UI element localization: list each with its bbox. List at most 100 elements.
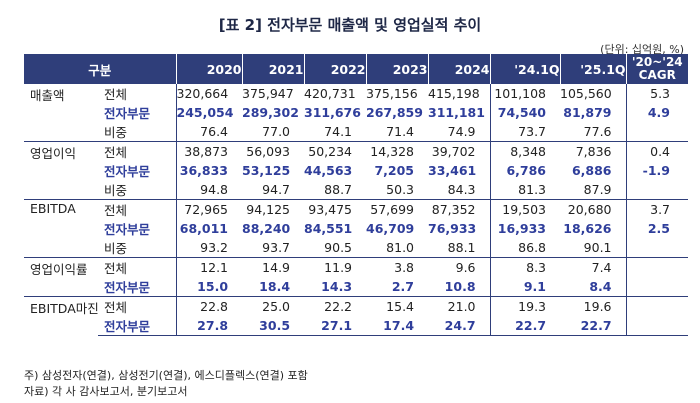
table-row: 전자부문 27.8 30.5 27.1 17.4 24.7 22.7 22.7 [24,316,689,336]
row-label: 전체 [98,199,177,219]
data-cell: 56,093 [242,141,305,161]
table-row: EBITDA마진 전체 22.8 25.0 22.2 15.4 21.0 19.3 19.6 [24,296,689,336]
table-row: EBITDA 전체 72,965 94,125 93,475 57,699 87,352 19… [24,199,689,258]
data-cell: 88,240 [242,221,291,236]
header-year: '24.1Q [490,54,561,84]
header-year: '25.1Q [560,54,627,84]
data-cell: 39,702 [428,141,491,161]
row-label: 전체 [98,84,177,103]
data-cell: 74.9 [428,122,491,142]
data-cell: 94.7 [262,182,291,197]
data-cell: 375,947 [242,86,294,101]
data-cell: 84.3 [428,180,491,200]
data-cell: 8,348 [490,141,561,161]
cagr-cell [626,122,688,142]
data-cell: 15.0 [197,279,229,294]
data-cell: 44,563 [304,163,353,178]
cagr-cell [626,296,689,316]
data-cell: 27.1 [304,316,367,336]
table-row: 비중 94.8 94.7 88.7 50.3 84.3 81.3 87.9 [24,180,688,200]
data-cell: 50,234 [304,141,367,161]
row-label: 비중 [98,238,177,258]
data-cell: 27.8 [176,316,243,336]
table-row: 영업이익률 전체 12.1 14.9 11.9 3.8 9.6 8.3 7.4 [24,257,689,297]
table-row: 비중 76.4 77.0 74.1 71.4 74.9 73.7 77.6 [24,122,688,142]
data-cell: 12.1 [176,257,243,277]
data-cell: 9.1 [523,279,547,294]
header-category: 구분 [24,54,177,84]
data-cell: 77.0 [262,124,291,139]
data-cell: 81,879 [560,103,627,122]
header-row: 구분 2020 2021 2022 2023 2024 '24.1Q '25.1… [24,54,689,84]
data-cell: 10.8 [428,277,491,297]
header-cagr: '20~'24 CAGR [626,54,689,84]
data-cell: 38,873 [176,141,243,161]
data-cell: 88.1 [428,238,491,258]
table-row: 전자부문 245,054 289,302 311,676 267,859 311,181 7… [24,103,688,122]
table-title: [표 2] 전자부문 매출액 및 영업실적 추이 [218,16,482,34]
data-cell: 311,676 [304,105,361,120]
data-cell: 94,125 [242,199,305,219]
row-label: 전자부문 [98,161,177,180]
data-cell: 86.8 [518,240,547,255]
cagr-cell [626,257,689,277]
header-cagr-label: CAGR [638,68,676,82]
data-cell: 22.7 [490,316,561,336]
data-cell: 311,181 [428,103,491,122]
data-cell: 88.7 [324,182,353,197]
data-cell: 6,886 [560,161,627,180]
data-cell: 15.4 [366,296,429,316]
header-year: 2024 [428,54,491,84]
data-cell: 87,352 [428,199,491,219]
data-cell: 267,859 [366,105,423,120]
data-cell: 22.8 [176,296,243,316]
data-cell: 18.4 [259,279,291,294]
data-cell: 21.0 [428,296,491,316]
data-cell: 14,328 [366,141,429,161]
data-cell: 19,503 [490,199,561,219]
data-cell: 90.1 [560,238,627,258]
data-cell: 50.3 [386,182,415,197]
data-cell: 81.3 [518,182,547,197]
data-cell: 8.3 [490,257,561,277]
data-cell: 46,709 [366,221,415,236]
unit-label: (단위: 십억원, %) [600,43,684,56]
data-cell: 22.7 [560,316,627,336]
data-cell: 101,108 [494,86,547,101]
row-group-label: EBITDA [24,199,98,258]
table-row: 영업이익 전체 38,873 56,093 50,234 14,328 39,702 8,34… [24,141,689,200]
row-label: 비중 [98,180,177,200]
header-cagr-period: '20~'24 [631,55,683,69]
financial-table: 구분 2020 2021 2022 2023 2024 '24.1Q '25.1… [24,54,689,336]
data-cell: 93.7 [262,240,291,255]
footnotes: 주) 삼성전자(연결), 삼성전기(연결), 에스디플렉스(연결) 포함 자료)… [24,368,308,400]
data-cell: 6,786 [506,163,547,178]
header-year: 2021 [242,54,305,84]
data-cell: 18,626 [560,219,627,238]
cagr-cell: 3.7 [626,199,689,219]
data-cell: 81.0 [386,240,415,255]
data-cell: 7.4 [560,257,627,277]
footnote-source: 자료) 각 사 감사보고서, 분기보고서 [24,385,188,398]
table-body: 매출액 전체 320,664 375,947 420,731 375,156 415,198… [24,84,689,336]
data-cell: 14.9 [242,257,305,277]
cagr-cell: 4.9 [647,105,671,120]
data-cell: 53,125 [242,163,291,178]
data-cell: 73.7 [518,124,547,139]
row-group-label: EBITDA마진 [24,296,99,336]
table-row: 비중 93.2 93.7 90.5 81.0 88.1 86.8 90.1 [24,238,688,258]
data-cell: 320,664 [176,86,229,101]
cagr-cell [626,238,688,258]
data-cell: 76,933 [428,219,491,238]
cagr-cell: 5.3 [650,86,671,101]
footnote-scope: 주) 삼성전자(연결), 삼성전기(연결), 에스디플렉스(연결) 포함 [24,369,308,382]
cagr-cell [626,180,688,200]
data-cell: 19.3 [490,296,561,316]
data-cell: 71.4 [386,124,415,139]
data-cell: 415,198 [428,84,491,103]
cagr-cell: 0.4 [626,141,689,161]
data-cell: 25.0 [242,296,305,316]
row-group-label: 영업이익 [24,141,98,200]
data-cell: 19.6 [560,296,627,316]
row-label: 전자부문 [98,103,177,122]
